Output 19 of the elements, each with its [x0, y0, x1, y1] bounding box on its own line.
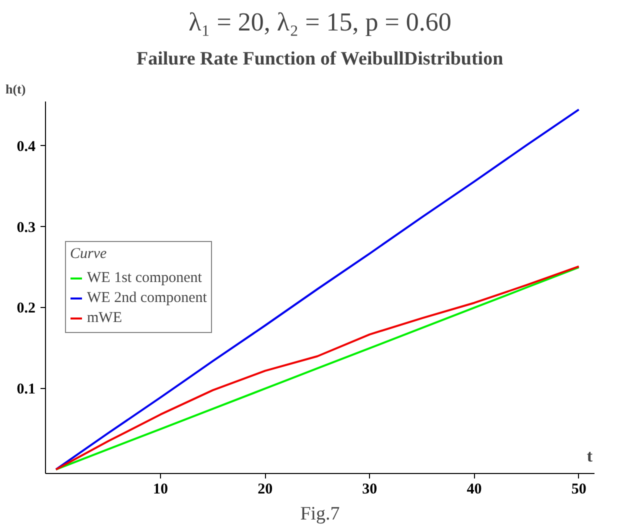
legend-label: WE 2nd component — [87, 290, 207, 306]
y-tick-label: 0.4 — [16, 138, 36, 155]
legend-label: mWE — [87, 310, 122, 326]
y-axis-title: h(t) — [6, 82, 26, 96]
y-tick-label: 0.1 — [16, 382, 36, 398]
x-tick-label: 30 — [362, 482, 378, 498]
chart-subtitle: Failure Rate Function of WeibullDistribution — [136, 48, 504, 70]
legend-title: Curve — [70, 246, 108, 263]
legend-label: WE 1st component — [87, 270, 202, 286]
x-tick-label: 40 — [466, 482, 482, 498]
y-tick-label: 0.2 — [16, 300, 36, 317]
x-tick-label: 10 — [153, 482, 168, 498]
line-series — [54, 108, 580, 470]
caption: Fig.7 — [300, 504, 340, 524]
y-tick-label: 0.3 — [16, 220, 36, 236]
x-tick-label: 20 — [258, 482, 273, 498]
chart-title: λ₁ = 20, λ₂ = 15, p = 0.60 — [188, 8, 452, 36]
x-axis-title: t — [586, 446, 593, 466]
x-tick-label: 50 — [571, 482, 586, 498]
